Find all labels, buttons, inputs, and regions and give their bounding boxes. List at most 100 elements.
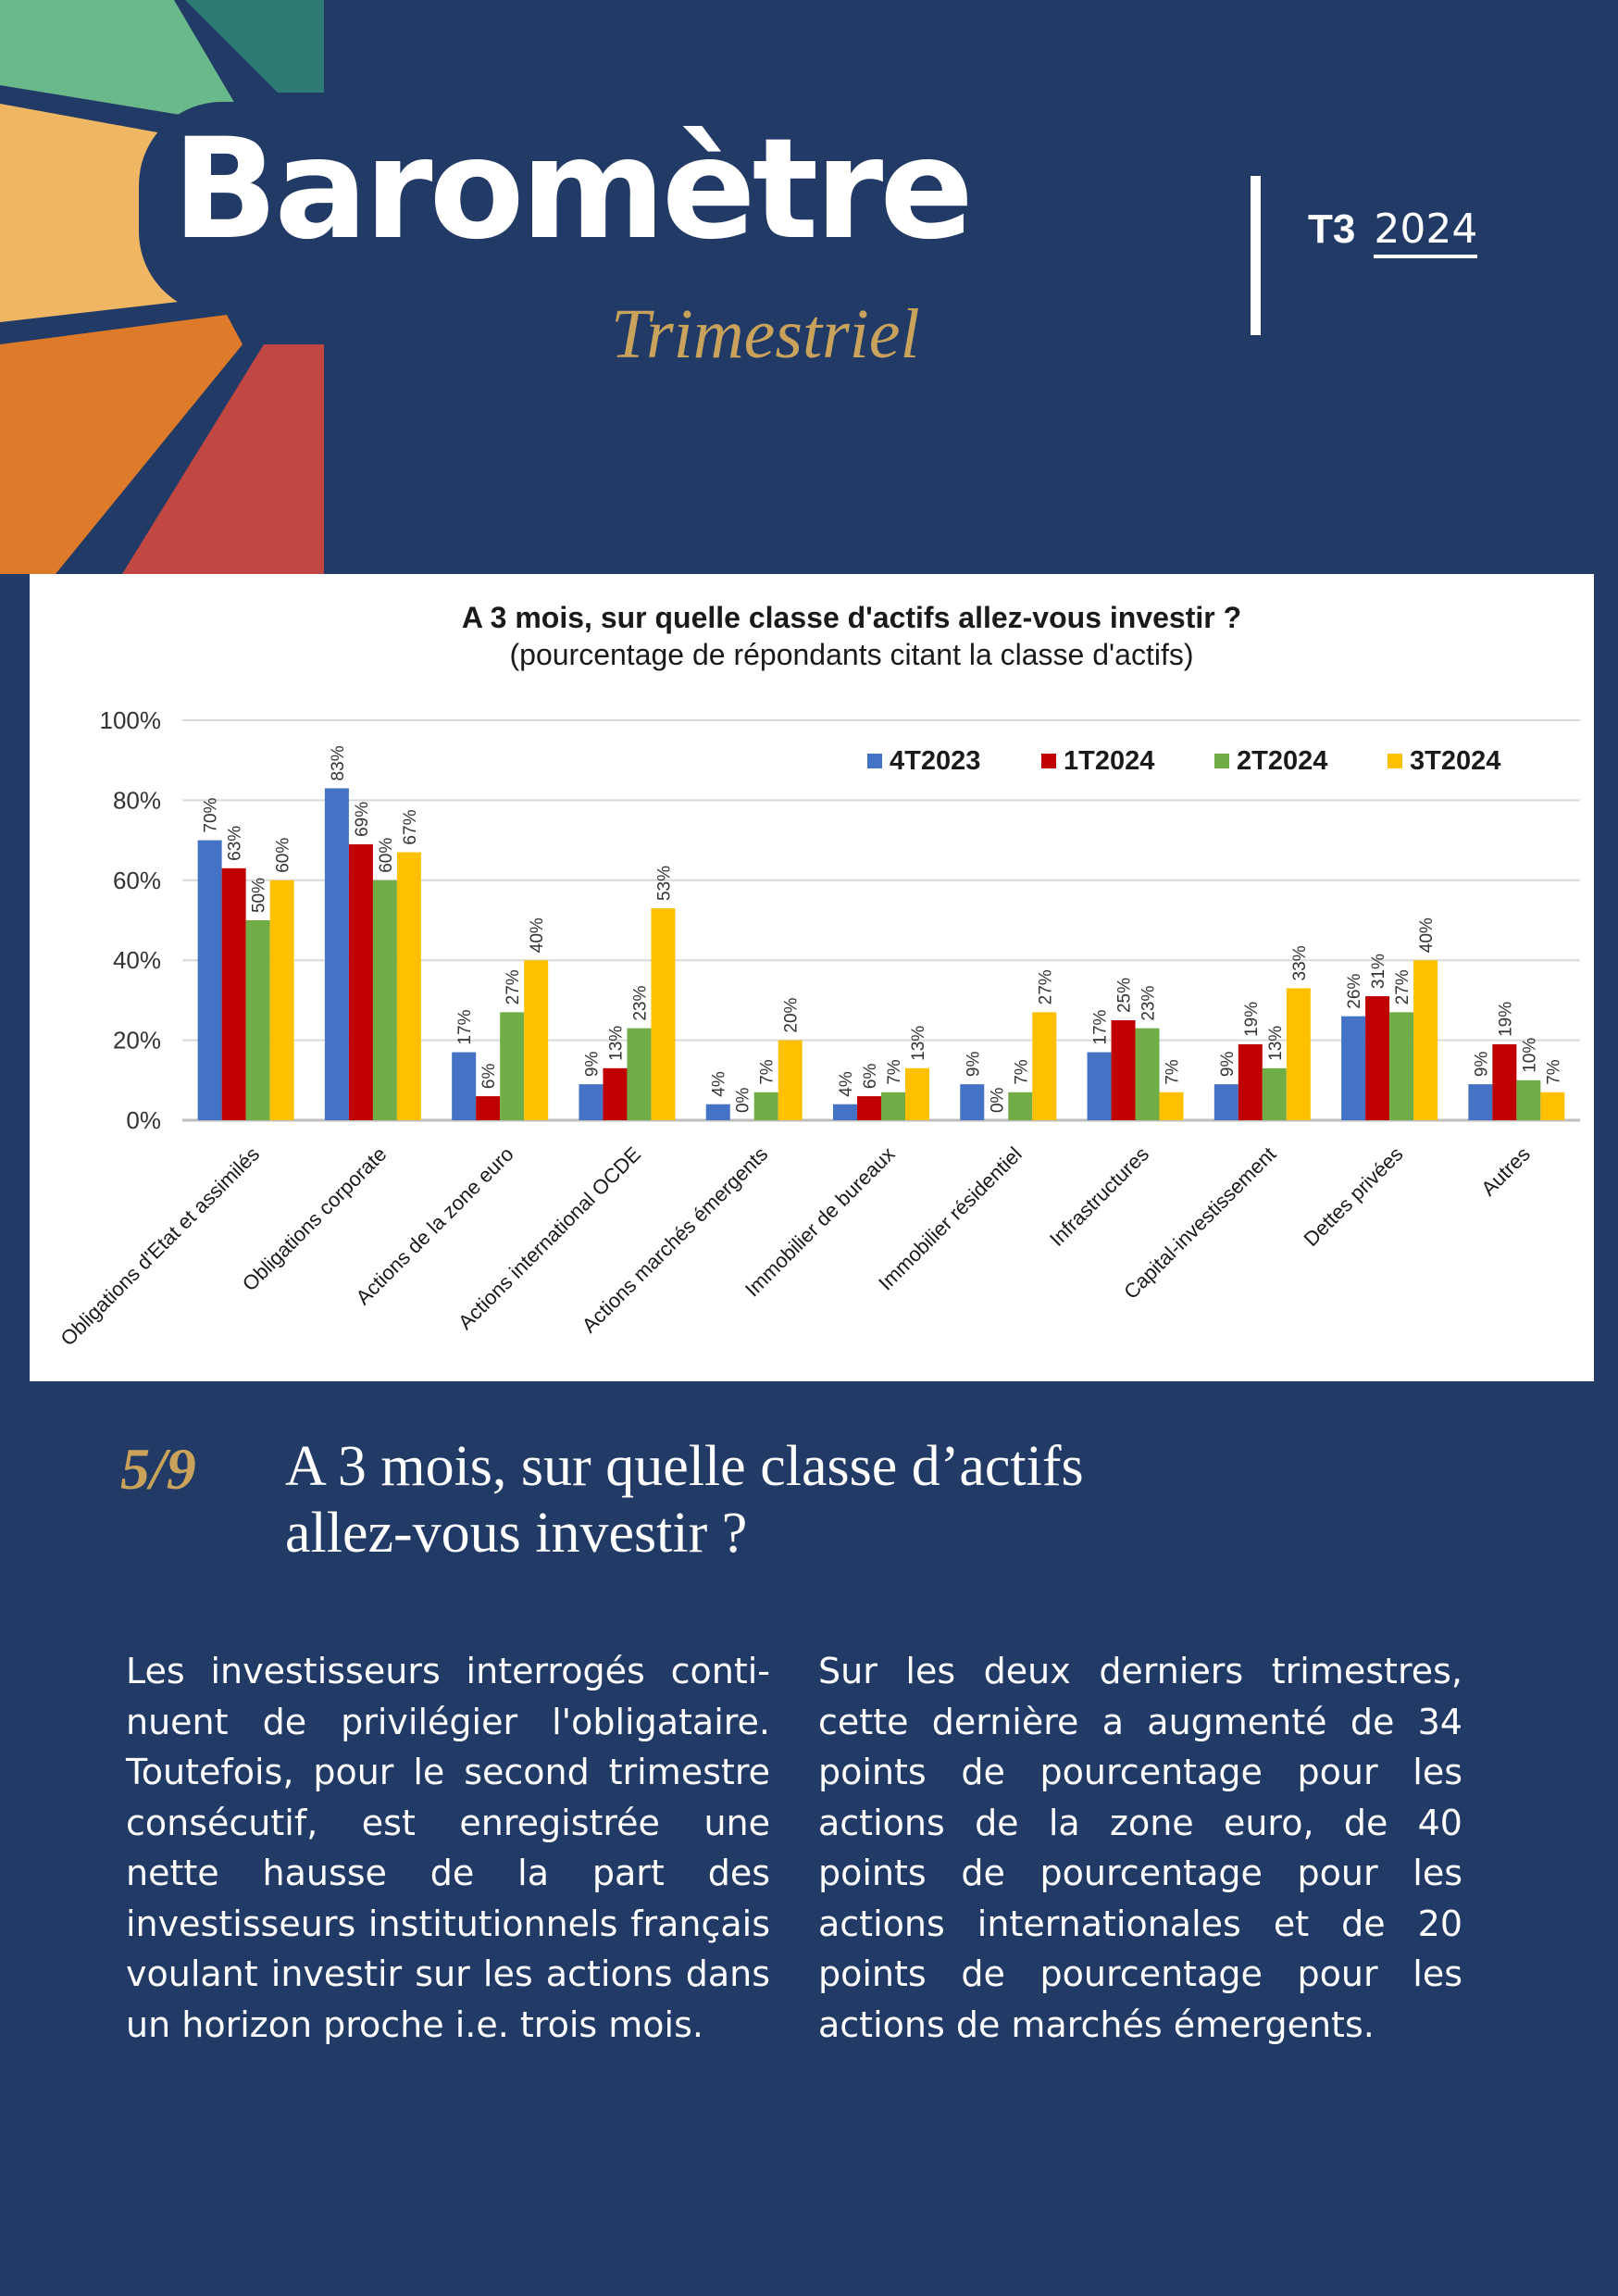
y-tick-label: 80% xyxy=(113,786,161,814)
decorative-sunburst xyxy=(0,0,333,574)
data-label: 25% xyxy=(1115,978,1135,1013)
bar xyxy=(348,843,373,1120)
bar xyxy=(500,1012,525,1120)
deco-green-wedge xyxy=(0,0,248,126)
data-label: 9% xyxy=(1472,1052,1491,1078)
header-divider xyxy=(1251,176,1261,335)
data-label: 17% xyxy=(455,1009,475,1044)
data-label: 7% xyxy=(1544,1059,1563,1085)
x-category-label: Infrastructures xyxy=(1045,1142,1153,1251)
y-tick-label: 0% xyxy=(126,1106,161,1134)
data-label: 4% xyxy=(837,1071,856,1097)
bar xyxy=(1032,1012,1057,1120)
bar xyxy=(1214,1084,1238,1120)
data-label: 69% xyxy=(353,802,372,837)
bar xyxy=(1238,1043,1263,1120)
data-label: 19% xyxy=(1242,1002,1262,1037)
legend-label: 3T2024 xyxy=(1410,746,1500,776)
legend-swatch xyxy=(867,754,882,768)
chart-card: A 3 mois, sur quelle classe d'actifs all… xyxy=(30,574,1594,1381)
chart-title: A 3 mois, sur quelle classe d'actifs all… xyxy=(462,601,1241,634)
bar xyxy=(1087,1052,1112,1120)
section-title-line-2: allez-vous investir ? xyxy=(285,1502,748,1565)
issue-label: T3 2024 xyxy=(1308,206,1478,258)
bar xyxy=(603,1067,628,1120)
bar xyxy=(778,1040,803,1120)
y-tick-label: 40% xyxy=(113,946,161,974)
section-title: A 3 mois, sur quelle classe d’actifs all… xyxy=(285,1433,1084,1566)
bar-chart: A 3 mois, sur quelle classe d'actifs all… xyxy=(56,601,1580,1351)
bar xyxy=(960,1084,985,1120)
data-label: 13% xyxy=(1266,1026,1286,1061)
bar xyxy=(1516,1079,1541,1120)
data-label: 83% xyxy=(329,745,348,780)
bar xyxy=(476,1096,501,1120)
bar xyxy=(324,788,349,1120)
data-label: 26% xyxy=(1345,974,1364,1009)
x-category-label: Dettes privées xyxy=(1300,1142,1408,1251)
data-label: 6% xyxy=(479,1064,499,1090)
bar xyxy=(627,1028,652,1120)
brand-title: Baromètre xyxy=(172,109,974,270)
deco-badge xyxy=(139,102,333,315)
section-number: 5/9 xyxy=(120,1436,196,1502)
data-label: 4% xyxy=(710,1071,729,1097)
bar xyxy=(1159,1092,1184,1120)
data-label: 33% xyxy=(1290,945,1310,980)
bar xyxy=(1468,1084,1493,1120)
bar xyxy=(753,1092,778,1120)
bar xyxy=(197,840,222,1120)
bar xyxy=(705,1104,730,1120)
data-label: 13% xyxy=(606,1026,626,1061)
data-label: 7% xyxy=(758,1059,778,1085)
data-label: 23% xyxy=(1139,986,1159,1021)
data-label: 23% xyxy=(630,986,650,1021)
data-label: 0% xyxy=(734,1087,753,1113)
section-title-line-1: A 3 mois, sur quelle classe d’actifs xyxy=(285,1435,1084,1498)
data-label: 7% xyxy=(885,1059,904,1085)
bar xyxy=(579,1084,604,1120)
data-label: 60% xyxy=(377,838,396,873)
bar xyxy=(1111,1020,1136,1120)
bar xyxy=(452,1052,477,1120)
data-label: 20% xyxy=(782,997,802,1032)
bar xyxy=(1341,1016,1366,1120)
bar xyxy=(651,908,676,1120)
x-category-label: Obligations d'Etat et assimilés xyxy=(56,1142,264,1351)
bar xyxy=(396,852,421,1120)
bar xyxy=(245,920,270,1120)
data-label: 13% xyxy=(909,1026,928,1061)
bar xyxy=(1492,1043,1517,1120)
legend-label: 4T2023 xyxy=(890,746,980,776)
deco-orange-wedge xyxy=(0,315,243,574)
data-label: 7% xyxy=(1164,1059,1183,1085)
quarter-label: T3 xyxy=(1308,206,1356,252)
data-label: 31% xyxy=(1369,954,1388,989)
data-label: 50% xyxy=(250,878,269,913)
data-label: 10% xyxy=(1520,1038,1539,1073)
legend-label: 1T2024 xyxy=(1064,746,1154,776)
deco-red-wedge xyxy=(122,344,324,574)
bar xyxy=(221,867,246,1120)
legend-swatch xyxy=(1041,754,1056,768)
bar xyxy=(1286,988,1311,1120)
data-label: 27% xyxy=(1393,969,1413,1004)
data-label: 63% xyxy=(226,826,245,861)
data-label: 60% xyxy=(274,838,293,873)
bar xyxy=(905,1067,929,1120)
data-label: 9% xyxy=(964,1052,983,1078)
bar xyxy=(524,960,549,1120)
brand-logo: Baromètre xyxy=(172,109,974,270)
bar xyxy=(881,1092,905,1120)
data-label: 27% xyxy=(1036,969,1055,1004)
year-label: 2024 xyxy=(1374,206,1478,258)
legend-swatch xyxy=(1388,754,1402,768)
bar xyxy=(1135,1028,1160,1120)
bar xyxy=(833,1104,857,1120)
deco-teal-wedge xyxy=(185,0,324,93)
data-label: 53% xyxy=(654,866,674,901)
data-label: 40% xyxy=(528,917,547,953)
data-label: 67% xyxy=(401,809,420,844)
chart-subtitle: (pourcentage de répondants citant la cla… xyxy=(510,638,1194,671)
data-label: 0% xyxy=(988,1087,1007,1113)
